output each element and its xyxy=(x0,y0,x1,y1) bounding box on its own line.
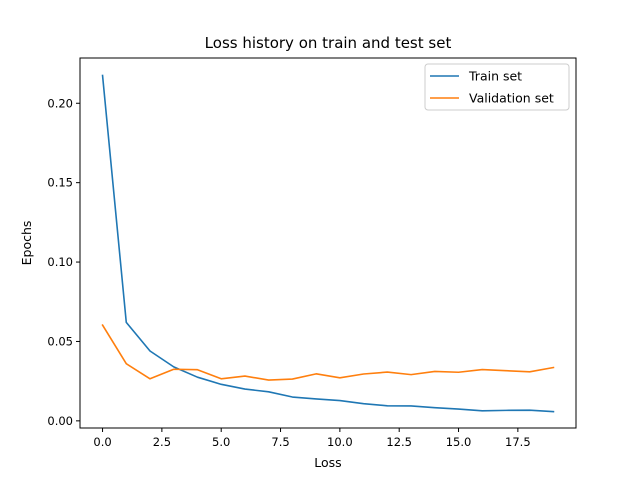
legend-entry-label: Validation set xyxy=(469,91,554,106)
legend: Train set Validation set xyxy=(424,63,570,111)
validation-set-line xyxy=(101,323,555,381)
y-axis: 0.00 0.05 0.10 0.15 0.20 xyxy=(47,96,80,428)
legend-box xyxy=(424,63,570,111)
x-tick-label: 5.0 xyxy=(212,435,230,449)
y-tick-label: 0.10 xyxy=(47,255,73,269)
y-axis-label: Epochs xyxy=(19,221,34,266)
y-tick-label: 0.00 xyxy=(47,414,73,428)
y-tick-label: 0.15 xyxy=(47,176,73,190)
y-tick-label: 0.05 xyxy=(47,334,73,348)
y-tick-label: 0.20 xyxy=(47,96,73,110)
series-lines xyxy=(101,74,555,413)
plot-area: 0.0 2.5 5.0 7.5 10.0 12.5 15.0 17.5 0.00 0.05 0.1… xyxy=(47,57,577,449)
x-axis-label: Loss xyxy=(314,455,341,470)
x-tick-label: 17.5 xyxy=(505,435,531,449)
x-tick-label: 0.0 xyxy=(93,435,111,449)
x-tick-label: 10.0 xyxy=(327,435,353,449)
x-tick-label: 15.0 xyxy=(446,435,472,449)
legend-entry-label: Train set xyxy=(468,69,522,84)
x-tick-label: 12.5 xyxy=(386,435,412,449)
x-axis: 0.0 2.5 5.0 7.5 10.0 12.5 15.0 17.5 xyxy=(93,428,531,449)
axes-frame xyxy=(79,57,577,429)
x-tick-label: 7.5 xyxy=(271,435,289,449)
chart-title: Loss history on train and test set xyxy=(205,34,452,52)
x-tick-label: 2.5 xyxy=(153,435,171,449)
